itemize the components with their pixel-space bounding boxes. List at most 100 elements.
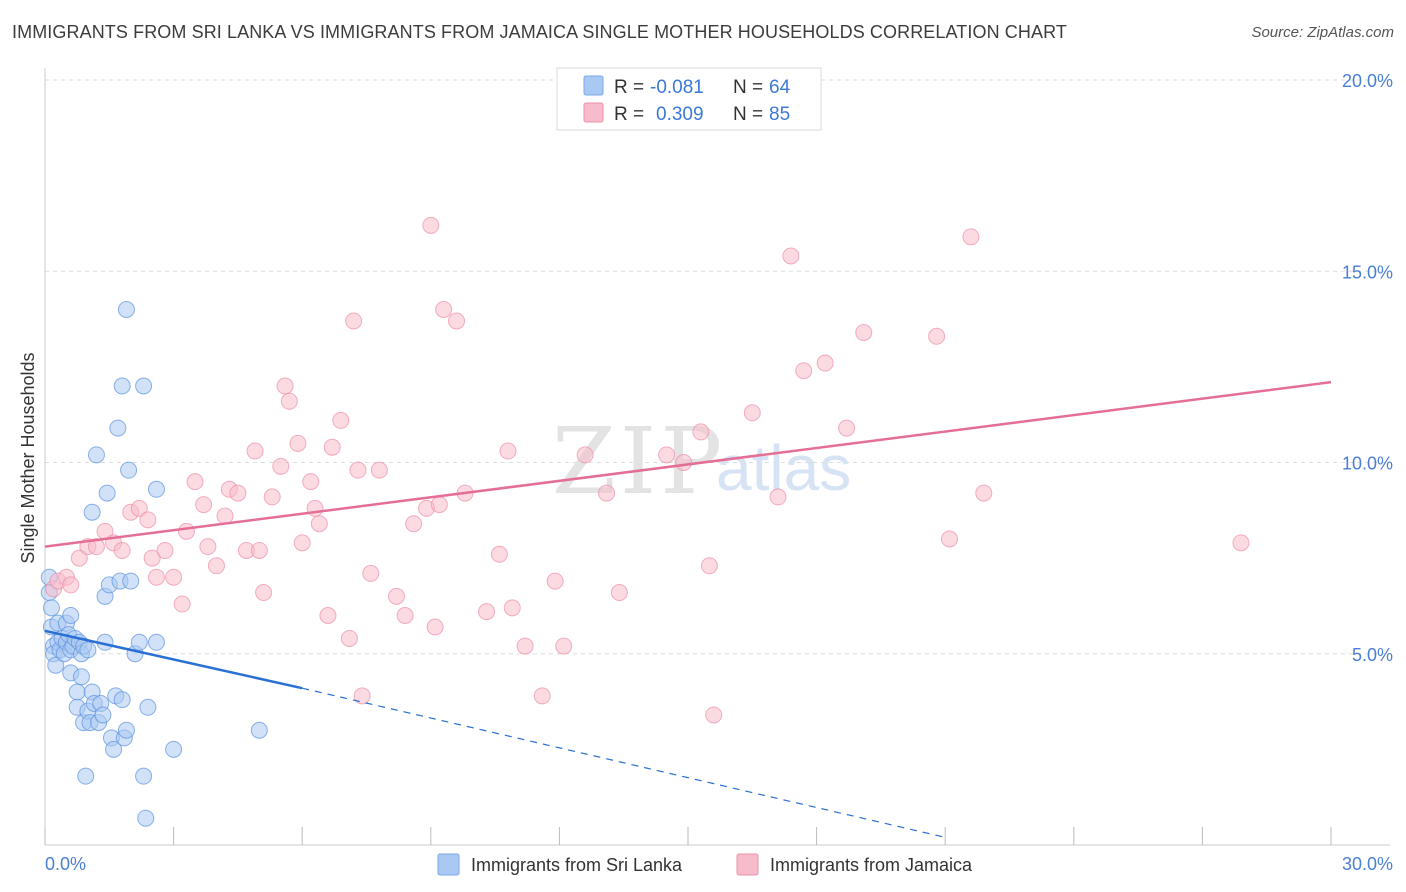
sri-lanka-point (83, 503, 101, 521)
legend-n-label-1: N = (733, 77, 763, 98)
sri-lanka-point (120, 461, 138, 479)
bottom-legend-swatch-blue (437, 853, 460, 876)
trend-line-jamaica (44, 380, 1332, 548)
source-credit: Source: ZipAtlas.com (1251, 24, 1394, 41)
axes (44, 68, 1390, 846)
jamaica-point (147, 568, 165, 586)
y-tick-label: 15.0% (1342, 262, 1393, 282)
y-tick-label: 5.0% (1352, 645, 1393, 665)
legend-r-label-2: R = (614, 104, 644, 125)
trend-lines (44, 380, 1332, 838)
x-tick-label-max: 30.0% (1342, 854, 1393, 874)
jamaica-point (962, 228, 980, 246)
sri-lanka-point (117, 721, 135, 739)
jamaica-point (499, 442, 517, 460)
sri-lanka-point (139, 698, 157, 716)
legend-box: R = -0.081 N = 64 R = 0.309 N = 85 (556, 67, 822, 131)
jamaica-point (422, 216, 440, 234)
jamaica-point (289, 434, 307, 452)
jamaica-point (319, 607, 337, 624)
bottom-legend-swatch-pink (736, 853, 759, 876)
legend-n-value-1: 64 (769, 77, 791, 98)
jamaica-point (658, 446, 676, 464)
jamaica-point (388, 587, 406, 605)
jamaica-point (975, 484, 993, 502)
sri-lanka-point (42, 599, 60, 617)
jamaica-point (165, 568, 183, 586)
sri-lanka-point (113, 377, 131, 395)
jamaica-point (426, 618, 444, 636)
jamaica-point (769, 488, 787, 506)
trend-line-sri-lanka-extension (302, 687, 946, 838)
jamaica-point (246, 442, 264, 460)
jamaica-point (255, 584, 273, 602)
legend-swatch-pink (583, 102, 604, 123)
series-jamaica-points (45, 216, 1250, 724)
jamaica-point (199, 538, 217, 556)
jamaica-point (503, 599, 521, 617)
legend-r-value-1: -0.081 (650, 77, 704, 98)
jamaica-point (310, 515, 328, 533)
jamaica-point (598, 484, 616, 502)
jamaica-point (340, 629, 358, 647)
jamaica-point (130, 499, 148, 517)
jamaica-point (272, 457, 290, 475)
sri-lanka-point (72, 668, 90, 686)
chart-title: IMMIGRANTS FROM SRI LANKA VS IMMIGRANTS … (12, 22, 1067, 42)
sri-lanka-point (147, 480, 165, 498)
jamaica-point (516, 637, 534, 655)
sri-lanka-point (79, 641, 97, 659)
jamaica-point (533, 687, 551, 705)
jamaica-point (546, 572, 564, 590)
jamaica-point (816, 354, 834, 372)
jamaica-point (70, 549, 88, 567)
sri-lanka-point (122, 572, 140, 590)
jamaica-point (139, 511, 157, 529)
jamaica-point (435, 301, 453, 318)
jamaica-point (62, 576, 80, 594)
sri-lanka-point (94, 706, 112, 724)
jamaica-point (430, 496, 448, 514)
sri-lanka-point (109, 419, 127, 437)
jamaica-point (362, 564, 380, 582)
jamaica-point (855, 323, 873, 341)
sri-lanka-point (77, 767, 95, 785)
sri-lanka-point (147, 633, 165, 651)
bottom-legend-label-sri-lanka: Immigrants from Sri Lanka (471, 855, 683, 875)
y-axis-label: Single Mother Households (18, 352, 38, 563)
jamaica-point (928, 327, 946, 345)
sri-lanka-point (117, 301, 135, 318)
jamaica-point (405, 515, 423, 533)
jamaica-point (143, 549, 161, 567)
jamaica-point (555, 637, 573, 655)
sri-lanka-point (98, 484, 116, 502)
legend-r-value-2: 0.309 (656, 104, 704, 125)
legend-n-value-2: 85 (769, 104, 790, 125)
jamaica-point (576, 446, 594, 464)
sri-lanka-point (130, 633, 148, 651)
legend-n-label-2: N = (733, 104, 763, 125)
jamaica-point (396, 607, 414, 624)
jamaica-point (280, 392, 298, 410)
jamaica-point (795, 362, 813, 380)
jamaica-point (302, 473, 320, 491)
sri-lanka-point (165, 740, 183, 758)
jamaica-point (353, 687, 371, 705)
jamaica-point (332, 411, 350, 429)
jamaica-point (490, 545, 508, 563)
jamaica-point (207, 557, 225, 575)
jamaica-point (1232, 534, 1250, 552)
legend-swatch-blue (583, 75, 604, 96)
series-sri-lanka-points (40, 301, 268, 827)
jamaica-point (610, 584, 628, 602)
bottom-legend: Immigrants from Sri Lanka Immigrants fro… (437, 853, 973, 876)
jamaica-point (156, 541, 174, 559)
jamaica-point (87, 538, 105, 556)
jamaica-point (743, 404, 761, 422)
jamaica-point (229, 484, 247, 502)
jamaica-point (705, 706, 723, 724)
sri-lanka-point (105, 740, 123, 758)
sri-lanka-point (135, 767, 153, 785)
sri-lanka-point (62, 607, 80, 624)
